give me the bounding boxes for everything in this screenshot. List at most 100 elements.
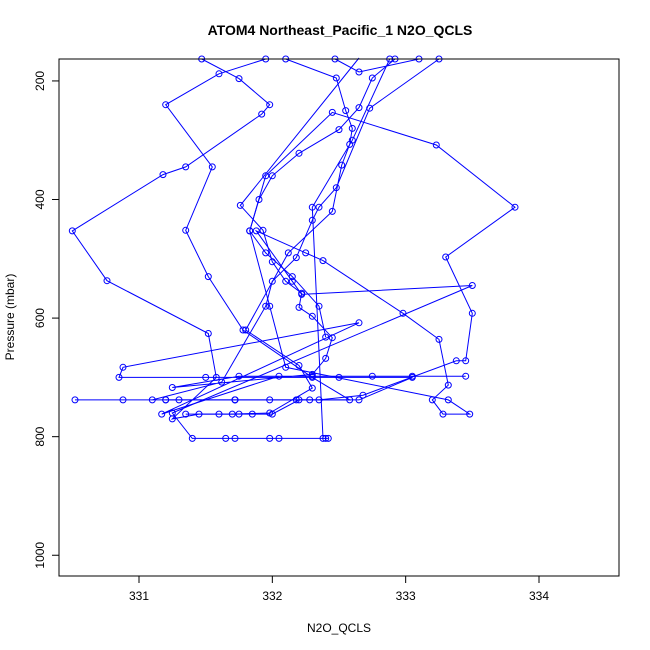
data-point [175, 396, 183, 404]
data-point [208, 163, 216, 171]
data-point [202, 373, 210, 381]
data-point [258, 110, 266, 118]
data-point [266, 101, 274, 109]
data-point [282, 363, 290, 371]
data-point [248, 410, 256, 418]
data-point [119, 396, 127, 404]
data-point [182, 410, 190, 418]
x-tick-label: 334 [529, 589, 549, 603]
data-point [435, 335, 443, 343]
data-point [322, 333, 330, 341]
y-axis: 200 400 600 800 1000 [33, 71, 59, 569]
data-point [319, 434, 327, 442]
data-point [444, 381, 452, 389]
data-point [235, 410, 243, 418]
series-line-4 [164, 58, 352, 401]
data-point [268, 172, 276, 180]
data-point [228, 410, 236, 418]
data-point [239, 326, 247, 334]
data-point [259, 226, 267, 234]
series-line-1 [75, 57, 466, 415]
y-tick-label: 800 [33, 426, 47, 446]
data-point [103, 277, 111, 285]
data-point [195, 410, 203, 418]
data-point [288, 277, 296, 285]
data-point [444, 396, 452, 404]
data-point [355, 68, 363, 76]
data-point [452, 357, 460, 365]
data-point [355, 319, 363, 327]
data-point [231, 396, 239, 404]
data-point [322, 354, 330, 362]
data-point [148, 396, 156, 404]
data-point [295, 303, 303, 311]
data-point [348, 124, 356, 132]
data-point [182, 163, 190, 171]
series-line-5 [249, 58, 396, 338]
data-point [262, 249, 270, 257]
y-tick-label: 600 [33, 308, 47, 328]
data-point [308, 216, 316, 224]
data-point [295, 362, 303, 369]
chart-title: ATOM4 Northeast_Pacific_1 N2O_QCLS [208, 22, 473, 38]
data-point [235, 372, 243, 380]
data-point [235, 75, 243, 83]
data-point [275, 372, 283, 380]
data-point [168, 409, 176, 417]
data-point [328, 334, 336, 342]
data-point [328, 207, 336, 215]
data-point [162, 101, 170, 109]
data-point [212, 373, 220, 381]
data-point [168, 384, 176, 391]
series-points [68, 55, 519, 442]
data-point [355, 104, 363, 112]
data-point [266, 409, 274, 417]
data-point [324, 434, 332, 442]
x-axis: 331 332 333 334 [129, 576, 549, 603]
data-point [236, 201, 244, 209]
data-point [306, 396, 314, 404]
data-point [222, 434, 230, 442]
data-point [346, 140, 354, 148]
data-point [511, 203, 519, 211]
y-tick-label: 200 [33, 71, 47, 91]
data-point [295, 396, 303, 404]
data-point [182, 226, 190, 234]
data-point [231, 434, 239, 442]
data-point [332, 74, 340, 82]
data-point [268, 277, 276, 285]
data-point [71, 396, 79, 404]
data-point [335, 373, 343, 381]
series-lines [71, 57, 516, 439]
y-tick-label: 1000 [33, 542, 47, 569]
data-point [282, 277, 290, 285]
data-point [215, 410, 223, 418]
data-point [266, 302, 274, 310]
data-point [432, 141, 440, 149]
data-point [268, 258, 276, 266]
data-point [468, 309, 476, 317]
data-point [332, 184, 340, 192]
data-point [462, 372, 470, 380]
data-point [439, 410, 447, 418]
data-point [308, 203, 316, 211]
data-point [266, 434, 274, 442]
data-point [262, 302, 270, 310]
data-point [119, 363, 127, 371]
x-tick-label: 332 [262, 589, 282, 603]
data-point [158, 410, 166, 418]
data-point [322, 434, 330, 442]
data-point [308, 373, 316, 381]
data-point [266, 396, 274, 404]
x-axis-label: N2O_QCLS [307, 621, 371, 635]
data-point [302, 249, 310, 257]
y-tick-label: 400 [33, 189, 47, 209]
data-point [255, 196, 263, 203]
x-tick-label: 331 [129, 589, 149, 603]
data-point [315, 302, 323, 310]
data-point [462, 357, 470, 365]
data-point [468, 282, 476, 289]
data-point [308, 384, 316, 392]
data-point [442, 253, 450, 261]
data-point [308, 370, 316, 378]
